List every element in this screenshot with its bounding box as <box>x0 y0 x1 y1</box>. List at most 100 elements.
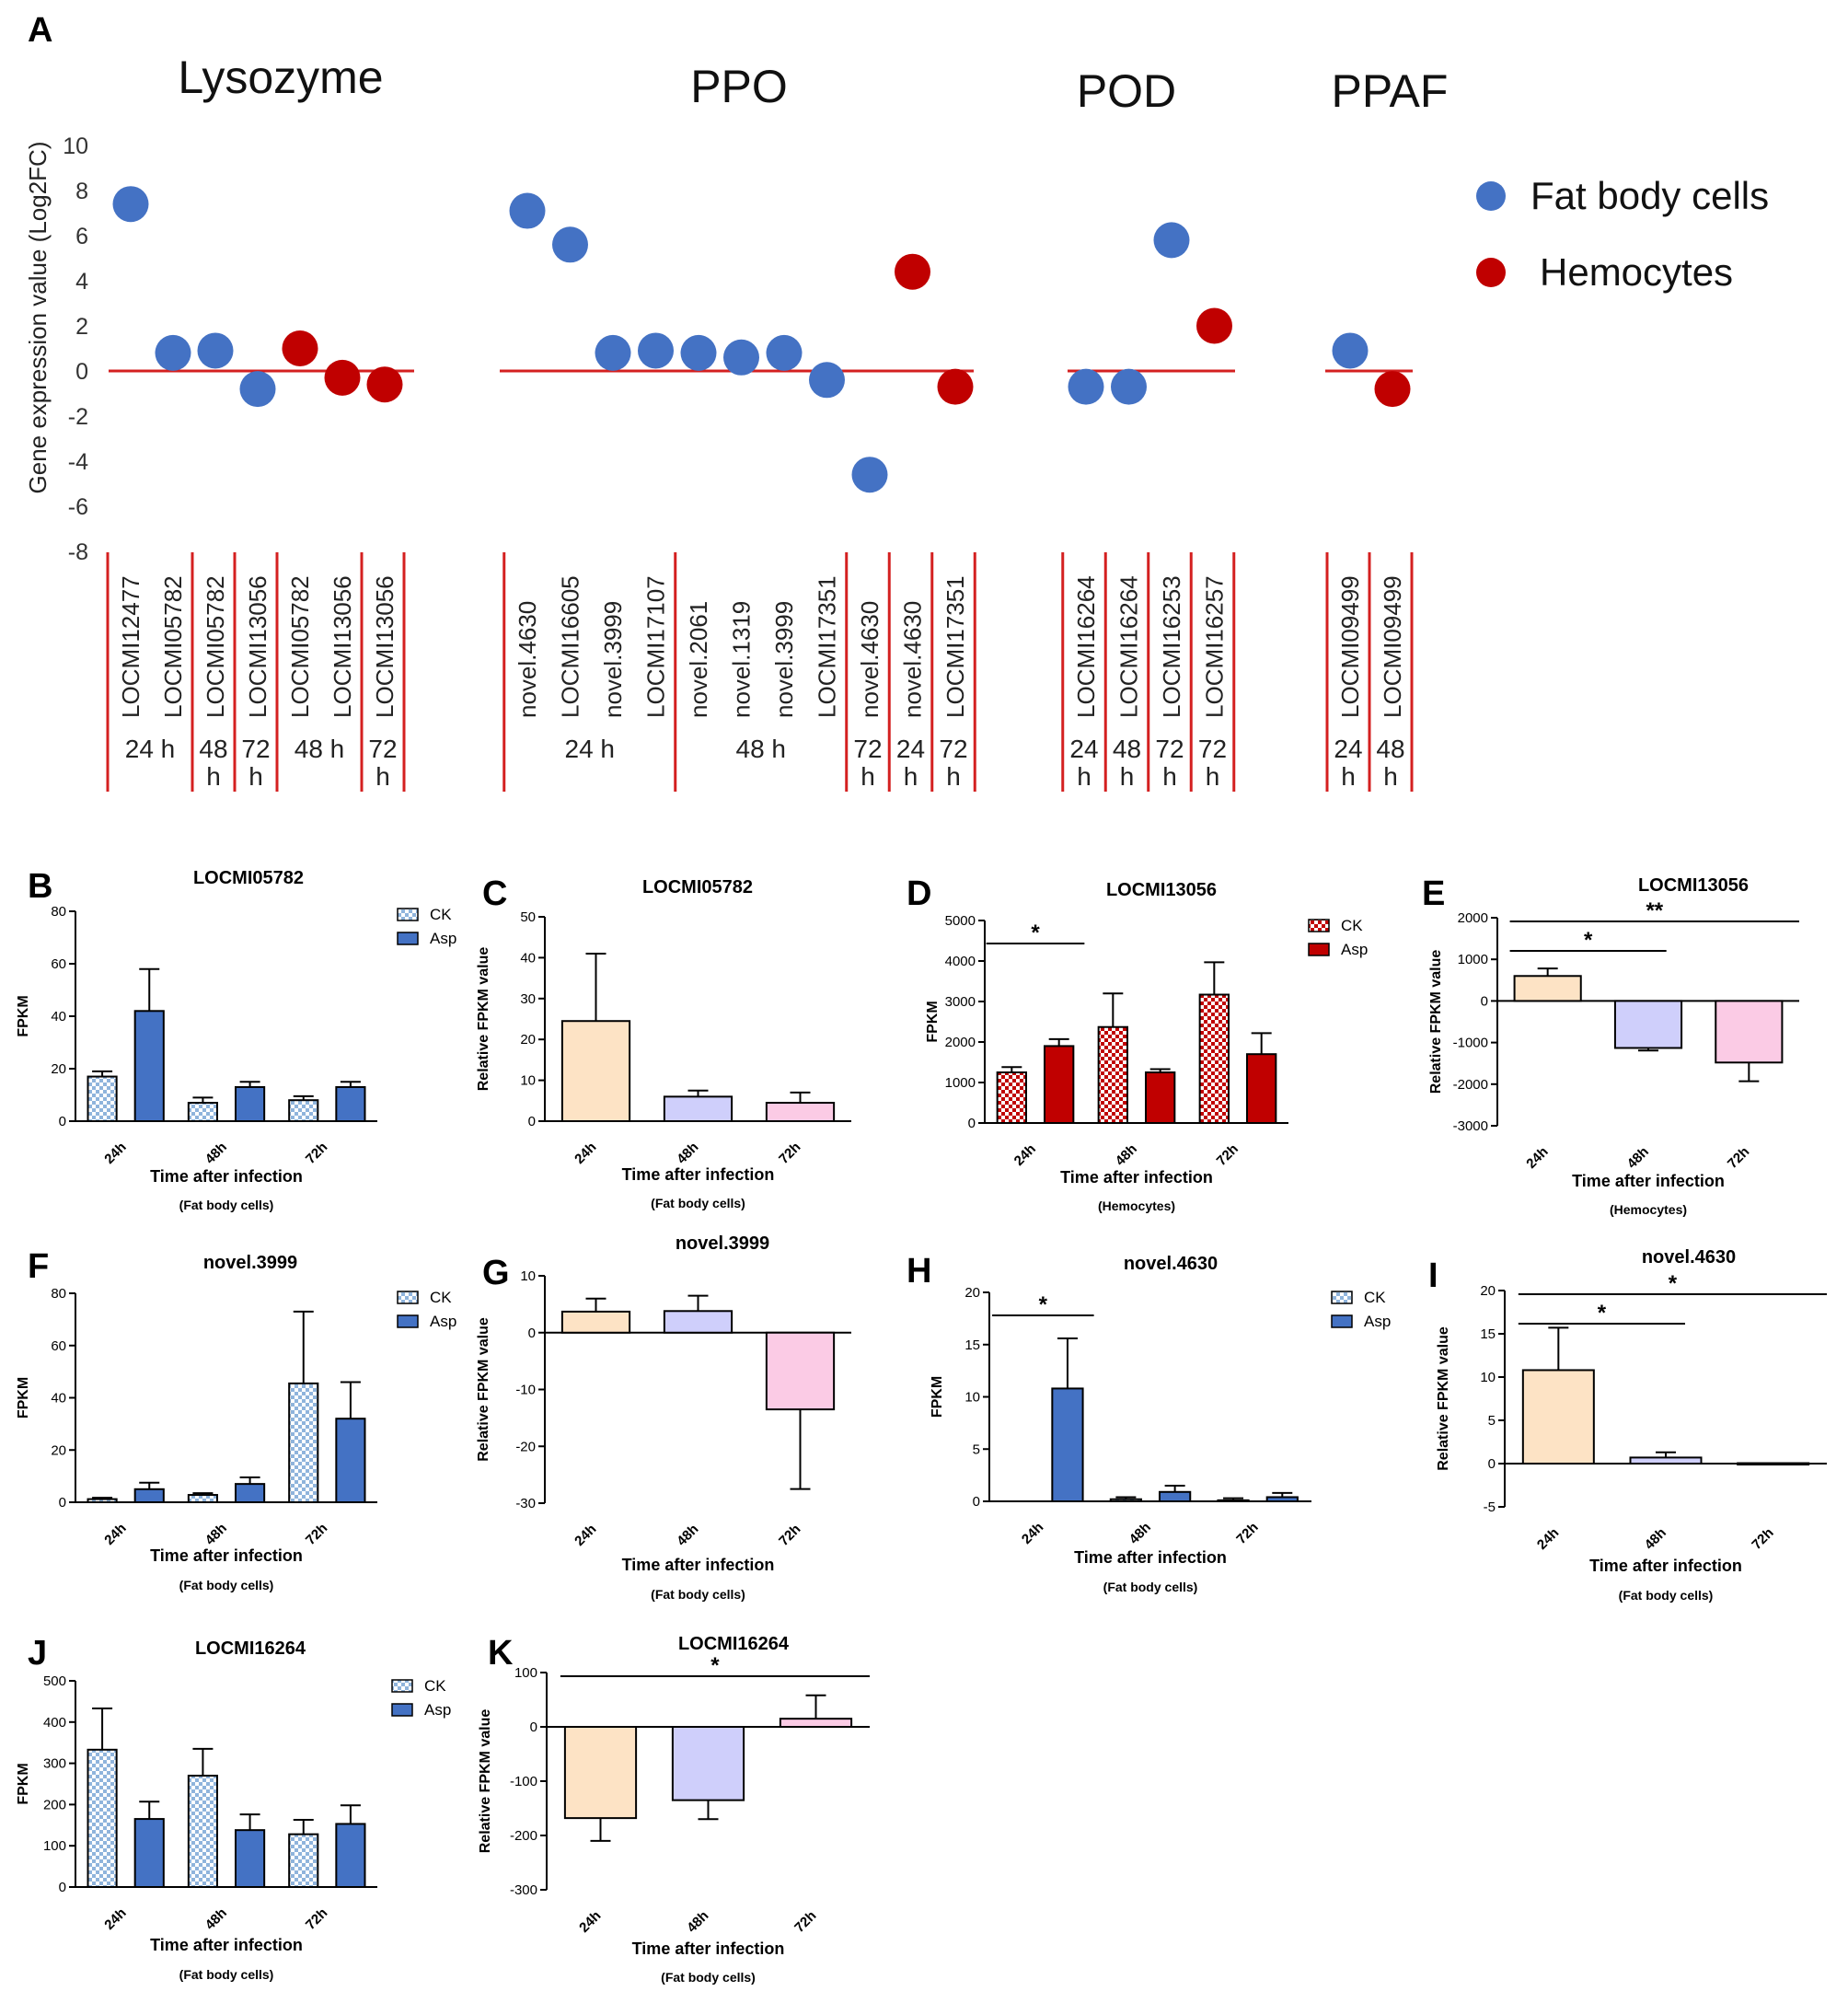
time-label: 48 h <box>199 735 227 791</box>
y-tick-label: 20 <box>520 1032 536 1048</box>
panel-label: H <box>907 1252 931 1291</box>
data-point <box>851 457 888 493</box>
x-axis-sublabel: (Hemocytes) <box>1610 1202 1687 1217</box>
group-lysozyme: Lysozyme LOCMI12477 LOCMI05782 LOCMI05782 LO… <box>106 52 414 792</box>
y-tick-label: 3000 <box>945 994 976 1010</box>
x-axis-label: Time after infection <box>150 1936 303 1954</box>
bar-asp <box>235 1483 266 1503</box>
time-label-part: 72 <box>368 735 397 763</box>
bar-relative <box>1629 1456 1703 1465</box>
x-axis-sublabel: (Hemocytes) <box>1098 1198 1175 1213</box>
x-tick-label: 24h <box>101 1140 129 1167</box>
gene-label: LOCMI13056 <box>244 575 271 718</box>
time-label: 72 h <box>1155 735 1184 791</box>
y-axis-label: FPKM <box>16 995 31 1036</box>
panel-e: E LOCMI13056 2000 1000 0 -1000 -2000 -3000 Relat… <box>1422 874 1799 1217</box>
y-tick-label: 4000 <box>945 954 976 969</box>
bar-ck <box>1097 1025 1129 1124</box>
x-tick-label: 72h <box>791 1908 819 1936</box>
y-tick-label: 5 <box>1488 1413 1496 1429</box>
legend-swatch-ck <box>391 1679 413 1693</box>
legend-label-asp: Asp <box>424 1701 451 1719</box>
y-tick-label: 2000 <box>945 1035 976 1050</box>
time-label: 72 h <box>368 735 397 791</box>
panel-title: LOCMI13056 <box>1106 880 1217 900</box>
y-tick-label: -10 <box>515 1383 536 1398</box>
legend-label: Hemocytes <box>1540 250 1733 294</box>
y-tick-label: 0 <box>528 1114 536 1129</box>
time-label: 72 h <box>241 735 270 791</box>
time-label-part: 48 <box>1376 735 1404 763</box>
y-axis-label: FPKM <box>16 1377 31 1418</box>
x-axis-sublabel: (Fat body cells) <box>179 1578 274 1592</box>
time-label-part: h <box>1077 762 1091 791</box>
bar-asp <box>1051 1387 1084 1503</box>
data-point <box>895 253 930 290</box>
panel-label: C <box>482 874 507 913</box>
data-point <box>1111 368 1147 405</box>
time-label-part: 24 <box>1069 735 1098 763</box>
time-label: 24 h <box>1069 735 1098 791</box>
time-label: 48 h <box>295 735 345 763</box>
y-tick-label: 10 <box>1480 1370 1496 1385</box>
gene-label: novel.4630 <box>899 601 927 718</box>
gene-label: novel.1319 <box>728 601 756 718</box>
time-label-part: h <box>1162 762 1177 791</box>
x-axis-label: Time after infection <box>150 1167 303 1186</box>
panel-label: G <box>482 1254 510 1292</box>
bar-relative <box>560 1020 631 1122</box>
gene-label: novel.2061 <box>685 601 712 718</box>
y-tick-label: 300 <box>43 1756 66 1772</box>
y-tick-label: 40 <box>51 1009 66 1025</box>
panel-title: LOCMI13056 <box>1638 875 1749 896</box>
bar-asp <box>335 1085 366 1122</box>
bar-ck <box>87 1498 118 1503</box>
time-label-part: 72 <box>1155 735 1184 763</box>
x-axis-sublabel: (Fat body cells) <box>179 1198 274 1212</box>
panel-title: novel.3999 <box>676 1233 769 1254</box>
x-tick-label: 24h <box>1011 1141 1039 1169</box>
y-tick-label: 0 <box>530 1719 537 1735</box>
y-tick-label: -8 <box>68 539 88 565</box>
y-tick-label: 30 <box>520 991 536 1007</box>
y-tick-label: -2 <box>68 404 88 430</box>
legend-label-ck: CK <box>424 1677 446 1695</box>
time-label-part: 72 <box>241 735 270 763</box>
bar-asp <box>1246 1053 1277 1124</box>
x-tick-label: 48h <box>674 1522 701 1549</box>
y-tick-label: 100 <box>514 1665 537 1681</box>
y-tick-label: 200 <box>43 1797 66 1812</box>
bar-ck <box>1217 1499 1250 1502</box>
panel-title: novel.3999 <box>203 1253 297 1273</box>
bar-ck <box>996 1071 1028 1124</box>
time-label: 72 h <box>853 735 882 791</box>
legend-swatch-asp <box>397 1314 419 1328</box>
x-tick-label: 48h <box>1642 1525 1669 1553</box>
legend-marker <box>1476 258 1506 287</box>
panel-k: K LOCMI16264 100 0 -100 -200 -300 Relative FPKM… <box>478 1634 870 1985</box>
gene-label: LOCMI12477 <box>117 575 144 718</box>
bar-ck <box>187 1775 218 1889</box>
time-label-part: 72 <box>939 735 967 763</box>
y-tick-label: 60 <box>51 1338 66 1354</box>
x-axis-label: Time after infection <box>622 1556 775 1574</box>
time-label-part: h <box>375 762 390 791</box>
bar-relative <box>1737 1462 1810 1466</box>
time-label-part: 24 <box>896 735 925 763</box>
panel-label-a: A <box>28 11 52 50</box>
bar-ck <box>288 1833 319 1889</box>
data-point <box>766 334 803 371</box>
data-point <box>638 332 674 369</box>
gene-label: novel.4630 <box>856 601 884 718</box>
panel-label: J <box>28 1634 47 1673</box>
x-tick-label: 48h <box>202 1905 230 1933</box>
gene-label: novel.3999 <box>599 601 627 718</box>
panel-label: D <box>907 874 931 913</box>
time-label-part: h <box>248 762 263 791</box>
legend-swatch-ck <box>1308 919 1330 932</box>
x-tick-label: 72h <box>1214 1141 1242 1169</box>
panel-j: J LOCMI16264 500 400 300 200 100 0 FPKM 24h 48h 72h… <box>16 1634 451 1982</box>
x-axis-sublabel: (Fat body cells) <box>651 1587 745 1602</box>
